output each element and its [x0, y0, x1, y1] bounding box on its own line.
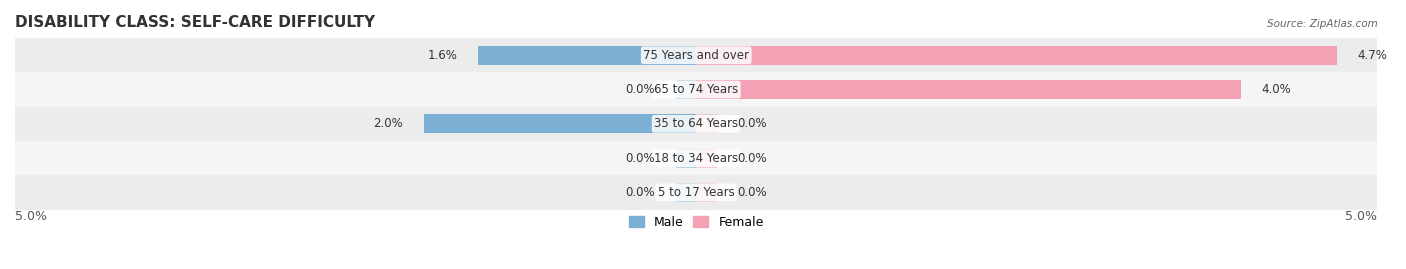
Text: 4.7%: 4.7%	[1357, 49, 1386, 62]
Bar	[15, 72, 1378, 107]
Bar	[423, 114, 696, 133]
Text: DISABILITY CLASS: SELF-CARE DIFFICULTY: DISABILITY CLASS: SELF-CARE DIFFICULTY	[15, 15, 375, 30]
Bar	[676, 183, 696, 202]
Bar	[696, 80, 1241, 99]
Text: 5.0%: 5.0%	[1346, 210, 1378, 222]
Text: 35 to 64 Years: 35 to 64 Years	[654, 117, 738, 130]
Text: Source: ZipAtlas.com: Source: ZipAtlas.com	[1267, 19, 1378, 29]
Text: 5.0%: 5.0%	[15, 210, 46, 222]
Text: 75 Years and over: 75 Years and over	[643, 49, 749, 62]
Text: 0.0%: 0.0%	[626, 83, 655, 96]
Text: 65 to 74 Years: 65 to 74 Years	[654, 83, 738, 96]
Text: 0.0%: 0.0%	[737, 186, 766, 199]
Text: 18 to 34 Years: 18 to 34 Years	[654, 152, 738, 165]
Bar	[696, 114, 717, 133]
Text: 5 to 17 Years: 5 to 17 Years	[658, 186, 734, 199]
Bar	[15, 141, 1378, 175]
Text: 0.0%: 0.0%	[626, 152, 655, 165]
Bar	[15, 107, 1378, 141]
Legend: Male, Female: Male, Female	[624, 211, 769, 234]
Bar	[696, 149, 717, 168]
Text: 2.0%: 2.0%	[374, 117, 404, 130]
Bar	[15, 38, 1378, 72]
Text: 0.0%: 0.0%	[737, 152, 766, 165]
Text: 0.0%: 0.0%	[737, 117, 766, 130]
Bar	[478, 46, 696, 65]
Bar	[676, 149, 696, 168]
Bar	[676, 80, 696, 99]
Text: 0.0%: 0.0%	[626, 186, 655, 199]
Bar	[15, 175, 1378, 210]
Text: 1.6%: 1.6%	[427, 49, 458, 62]
Bar	[696, 183, 717, 202]
Bar	[696, 46, 1337, 65]
Text: 4.0%: 4.0%	[1261, 83, 1291, 96]
